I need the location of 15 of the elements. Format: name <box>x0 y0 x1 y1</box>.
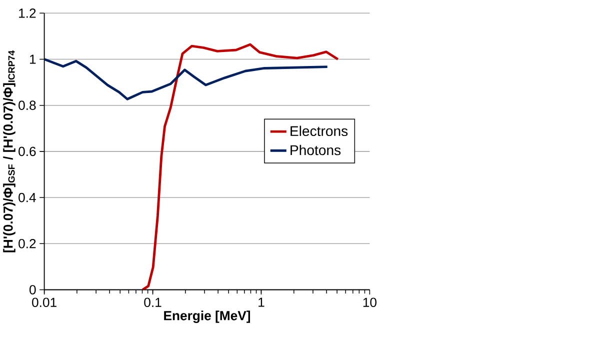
y-tick-label: 0.8 <box>18 100 36 110</box>
y-tick-label: 1 <box>30 54 36 64</box>
x-tick-label: 10 <box>363 298 376 308</box>
legend-label: Photons <box>290 145 341 156</box>
x-tick-label: 1 <box>258 298 264 307</box>
y-tick-label: 1.2 <box>19 8 36 18</box>
y-tick-label: 0.6 <box>18 146 36 156</box>
x-axis-title: Energie [MeV] <box>164 310 250 324</box>
y-tick-label: 0 <box>30 285 36 295</box>
y-tick-label: 0.4 <box>18 193 36 202</box>
y-tick-label: 0.2 <box>18 239 36 248</box>
legend-label: Electrons <box>290 126 348 136</box>
x-tick-label: 0.1 <box>144 298 162 308</box>
x-tick-label: 0.01 <box>32 298 56 308</box>
y-axis-title: [H'(0.07)/Φ]$_{GSF}$ / [H'(0.07)/Φ]$_{ICRP74}$ <box>3 50 16 252</box>
